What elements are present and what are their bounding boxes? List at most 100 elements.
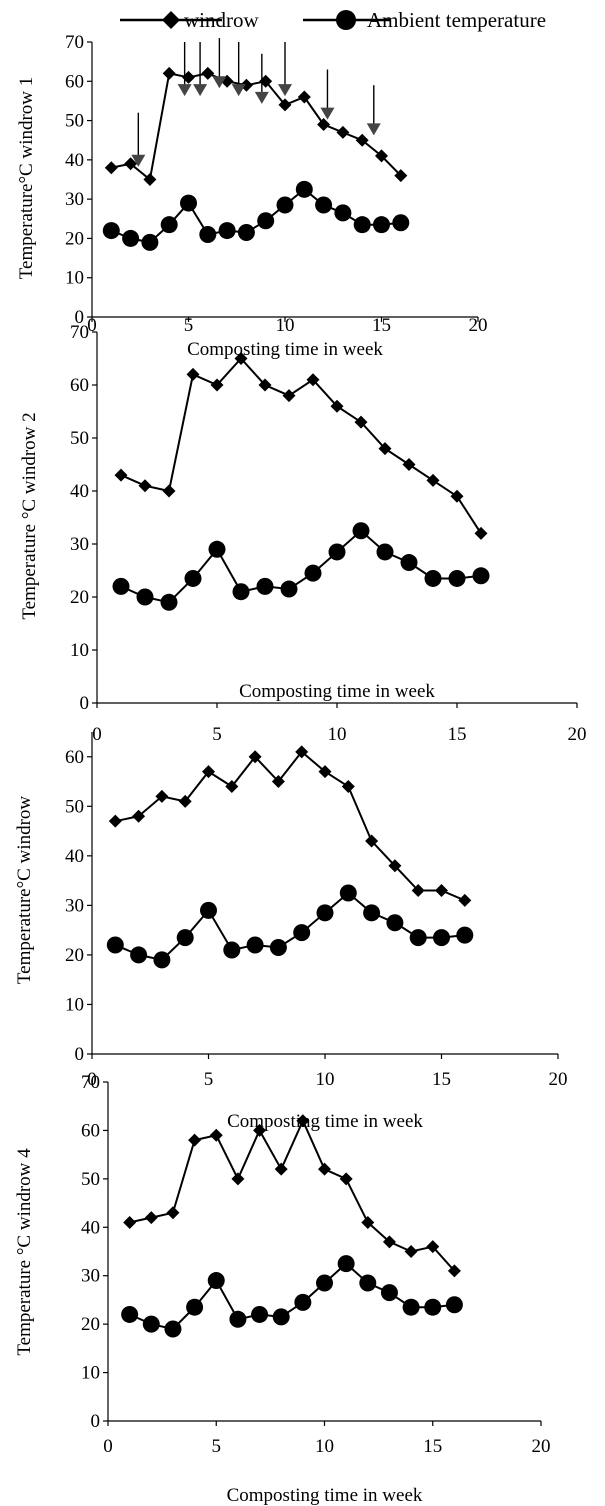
data-point-ambient: [180, 194, 197, 212]
data-point-ambient: [352, 522, 370, 540]
x-axis-title: Composting time in week: [227, 1485, 423, 1506]
data-point-windrow: [336, 125, 350, 139]
data-point-ambient: [334, 204, 352, 222]
y-tick-label: 70: [70, 322, 89, 343]
data-point-windrow: [306, 373, 320, 387]
data-point-ambient: [472, 567, 490, 585]
y-tick-label: 20: [81, 1314, 100, 1335]
series-line-ambient: [120, 529, 482, 604]
data-point-ambient: [251, 1305, 269, 1323]
data-point-ambient: [207, 1272, 225, 1290]
data-point-ambient: [448, 569, 466, 587]
series-line-ambient: [129, 1262, 455, 1331]
legend-ambient-marker: [336, 10, 356, 30]
data-point-windrow: [178, 794, 192, 808]
data-point-ambient: [380, 1284, 398, 1302]
data-point-ambient: [232, 583, 250, 601]
y-tick-label: 30: [65, 189, 84, 210]
y-tick-label: 50: [65, 796, 84, 817]
data-point-ambient: [218, 222, 236, 240]
data-point-ambient: [153, 951, 171, 969]
data-point-windrow: [162, 66, 176, 80]
y-tick-label: 0: [75, 307, 85, 328]
y-tick-label: 10: [70, 640, 89, 661]
data-point-ambient: [269, 938, 287, 956]
data-point-ambient: [328, 543, 346, 561]
x-axis-title: Composting time in week: [239, 681, 435, 702]
data-point-windrow: [297, 90, 311, 104]
y-tick-label: 30: [70, 534, 89, 555]
data-point-windrow: [209, 1128, 223, 1142]
turning-arrow-head: [193, 84, 208, 97]
x-tick-label: 15: [432, 1069, 451, 1090]
data-point-ambient: [337, 1255, 355, 1273]
y-tick-label: 50: [70, 428, 89, 449]
data-point-ambient: [199, 226, 217, 243]
y-tick-label: 60: [65, 747, 84, 768]
y-tick-label: 30: [81, 1266, 100, 1287]
data-point-windrow: [124, 157, 138, 171]
data-point-ambient: [373, 216, 390, 234]
data-point-ambient: [223, 941, 241, 959]
data-point-windrow: [114, 468, 128, 482]
x-tick-label: 10: [316, 1069, 335, 1090]
data-point-windrow: [282, 389, 296, 403]
turning-arrow-head: [320, 107, 335, 120]
data-point-windrow: [341, 779, 355, 793]
data-point-ambient: [122, 229, 140, 247]
y-axis-title: Temperature°C windrow 1: [16, 77, 37, 280]
data-point-ambient: [106, 936, 124, 954]
series-line-ambient: [110, 188, 401, 244]
turning-arrow-head: [254, 91, 269, 104]
data-point-ambient: [359, 1274, 377, 1292]
data-point-windrow: [404, 1245, 418, 1258]
turning-arrow-head: [131, 154, 146, 167]
y-tick-label: 60: [81, 1120, 100, 1141]
data-point-ambient: [136, 588, 154, 606]
data-point-windrow: [186, 367, 200, 381]
y-tick-label: 40: [65, 150, 84, 171]
data-point-windrow: [402, 458, 416, 471]
data-point-windrow: [388, 859, 402, 873]
y-tick-label: 20: [65, 228, 84, 249]
data-point-ambient: [445, 1296, 463, 1314]
y-tick-label: 60: [70, 375, 89, 396]
x-tick-label: 0: [92, 724, 102, 745]
turning-arrow-head: [177, 84, 192, 97]
y-tick-label: 30: [65, 895, 84, 916]
data-point-windrow: [354, 415, 368, 429]
data-point-ambient: [280, 580, 298, 598]
data-point-windrow: [123, 1215, 137, 1229]
data-point-windrow: [201, 66, 215, 80]
data-point-windrow: [450, 489, 464, 503]
y-axis-title: Temperature°C windrow: [14, 796, 35, 985]
turning-arrow-head: [212, 76, 227, 89]
y-tick-label: 40: [65, 846, 84, 867]
data-point-windrow: [104, 161, 118, 175]
y-tick-label: 10: [65, 994, 84, 1015]
data-point-ambient: [121, 1305, 139, 1323]
legend: windrow Ambient temperature: [120, 8, 546, 32]
y-axis-title: Temperature °C windrow 4: [14, 1148, 35, 1356]
data-point-windrow: [132, 809, 146, 823]
data-point-ambient: [237, 224, 255, 242]
x-tick-label: 15: [448, 724, 467, 745]
data-point-windrow: [426, 473, 440, 487]
data-point-windrow: [274, 1162, 288, 1176]
data-point-windrow: [355, 133, 369, 147]
x-tick-label: 15: [423, 1436, 442, 1457]
data-point-windrow: [166, 1206, 180, 1220]
data-point-ambient: [102, 222, 120, 240]
data-point-ambient: [456, 926, 474, 944]
y-tick-label: 0: [75, 1044, 85, 1065]
data-point-windrow: [225, 779, 239, 793]
data-point-ambient: [316, 904, 334, 922]
legend-windrow-marker: [162, 11, 180, 29]
data-point-ambient: [392, 214, 410, 232]
data-point-windrow: [382, 1235, 396, 1249]
x-tick-label: 0: [87, 1069, 97, 1090]
y-tick-label: 10: [81, 1363, 100, 1384]
x-tick-label: 5: [184, 315, 194, 336]
data-point-ambient: [363, 904, 381, 922]
